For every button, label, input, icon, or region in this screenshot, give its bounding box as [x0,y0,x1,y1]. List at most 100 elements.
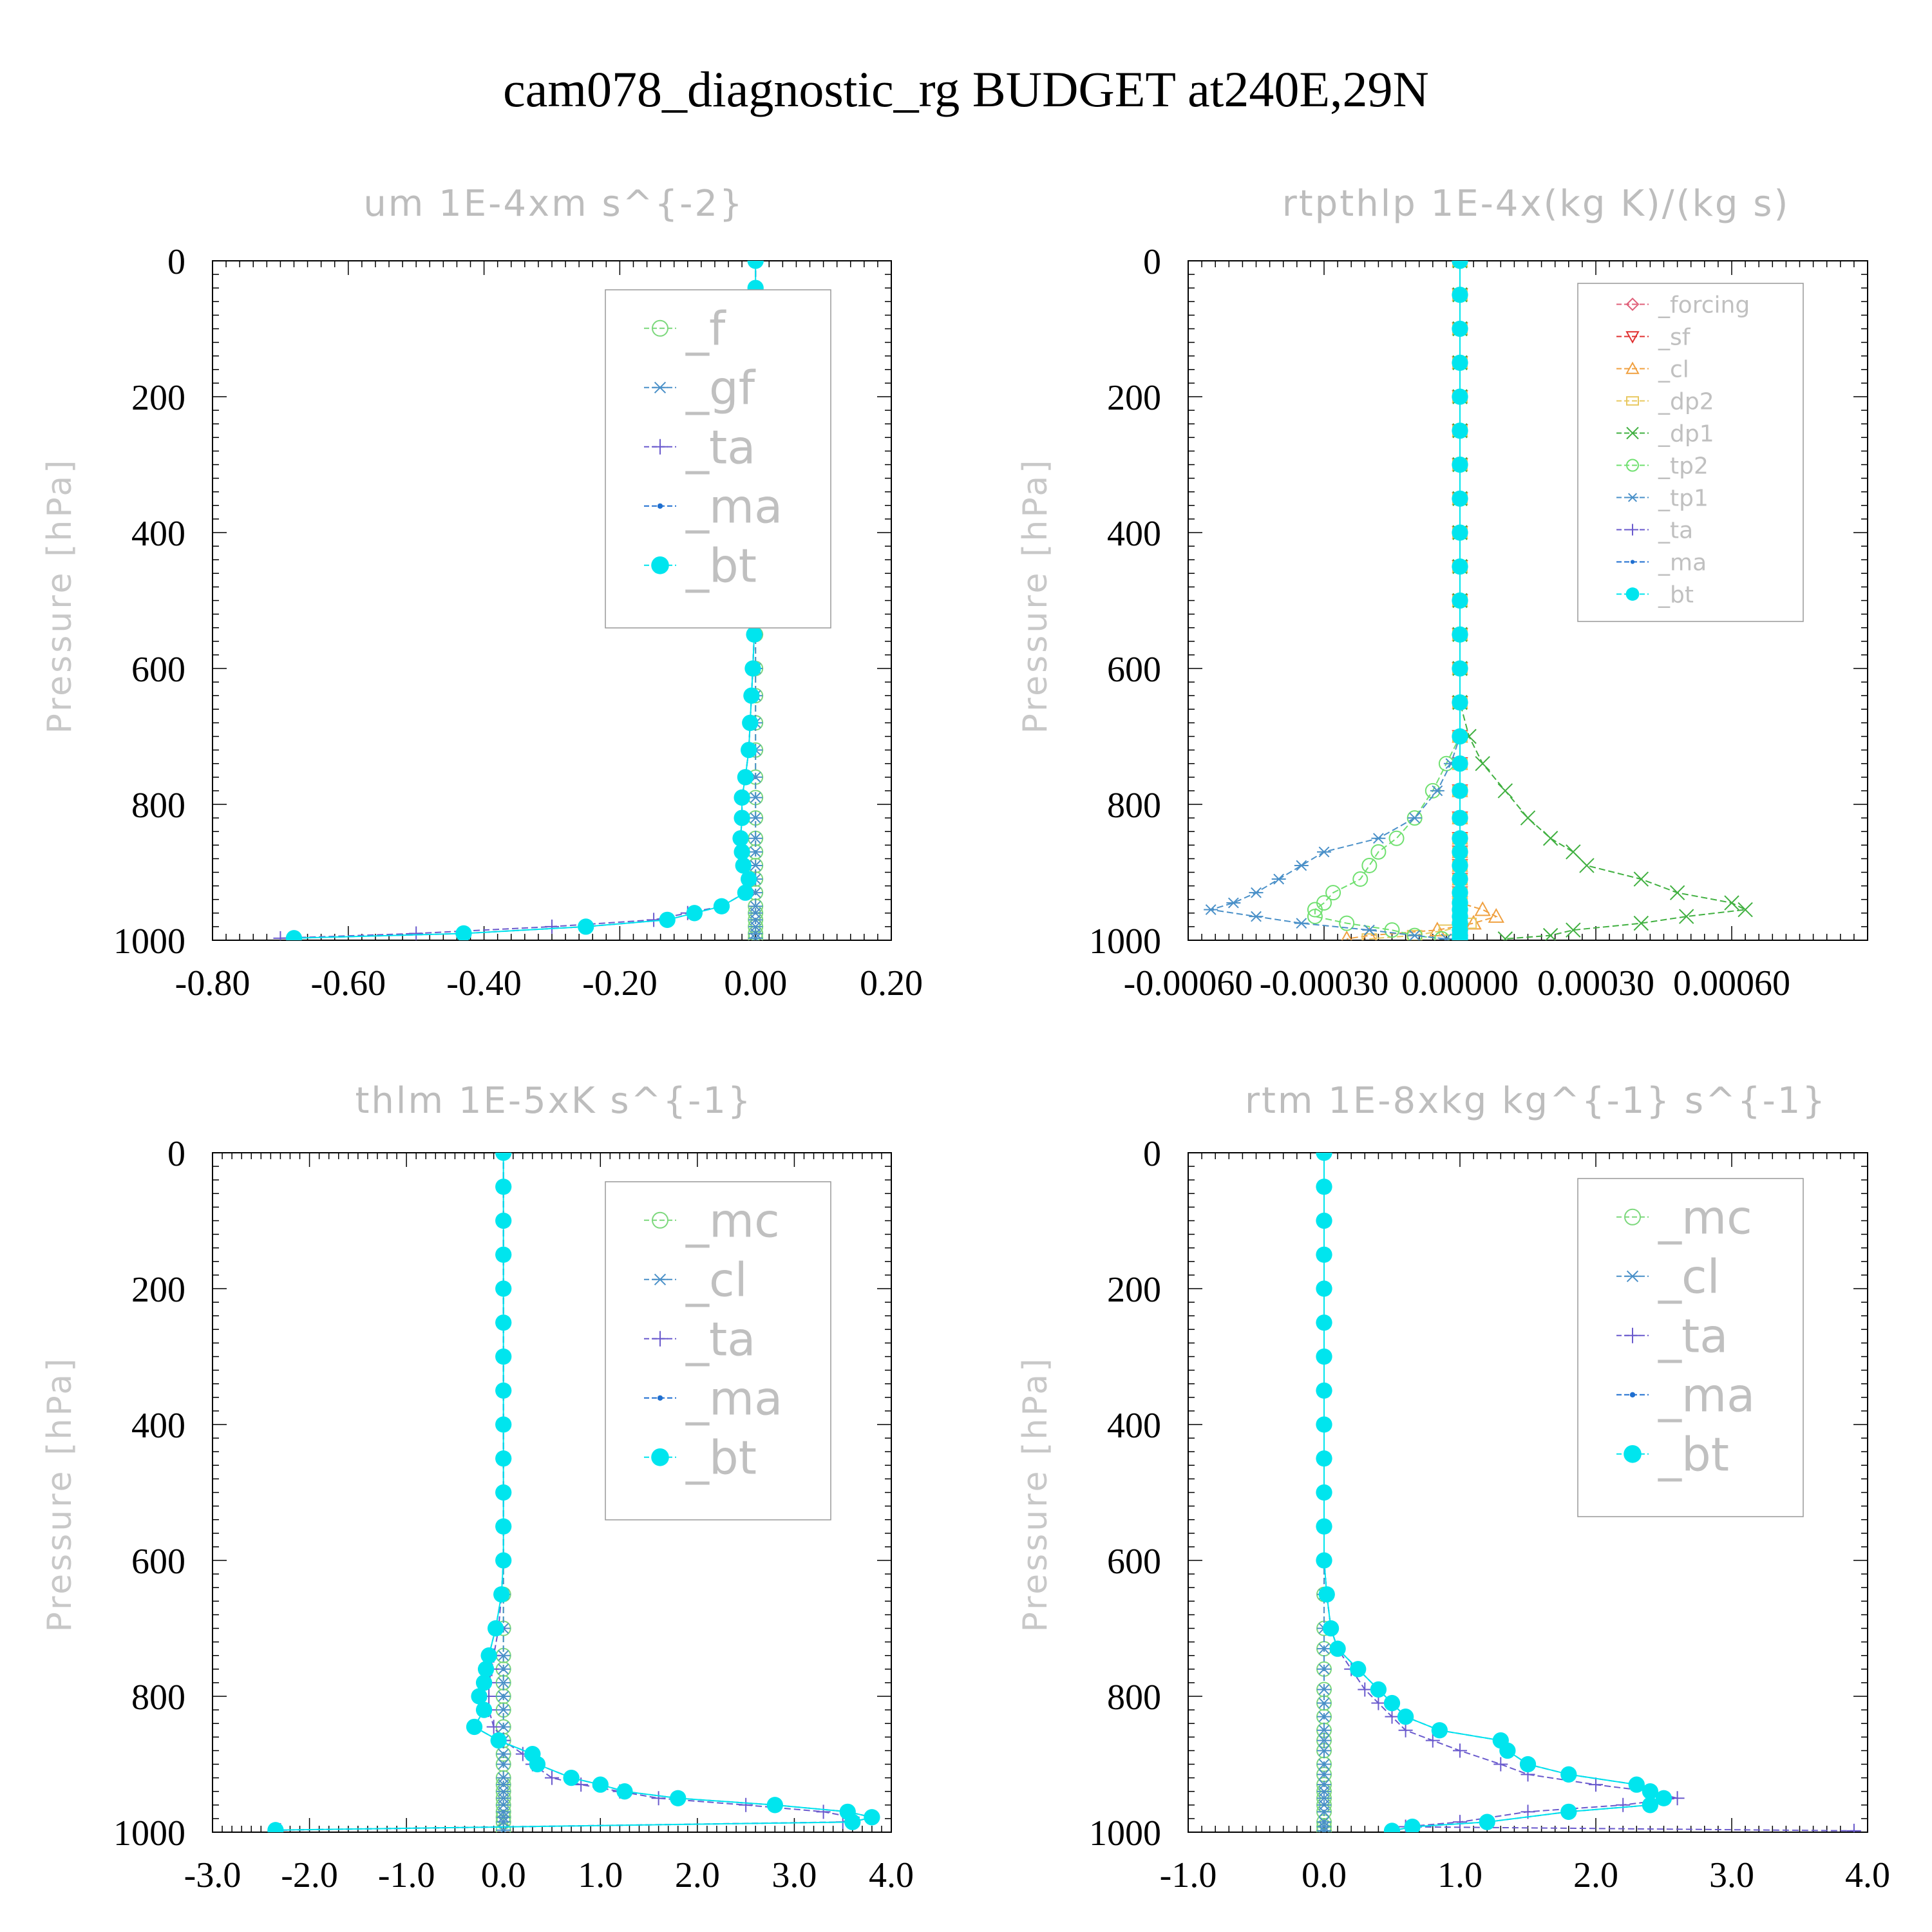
series-point [1316,1450,1332,1467]
series-point [1317,1711,1331,1723]
legend-marker [1625,331,1640,344]
series-point [1616,1797,1631,1812]
series-point [651,1791,666,1806]
series-point [1452,388,1468,405]
series-point [1317,1663,1331,1675]
series-point [495,1179,512,1195]
series-point [1358,1682,1372,1697]
series-point [495,1450,512,1467]
series-point [734,844,750,860]
series-point [592,1776,609,1793]
series-point [1520,810,1536,826]
series-point [1383,1694,1401,1712]
series-point [1738,902,1753,918]
series-line [1347,261,1499,940]
legend-marker [1624,1208,1641,1226]
panel-rtpthlp-ylabel: Pressure [hPa] [1016,458,1055,734]
x-tick-label: 2.0 [675,1855,720,1895]
series-point [1397,1709,1414,1725]
series-point [741,871,757,887]
legend-label: _mc [685,1194,780,1248]
series-point [1317,1759,1331,1770]
series-point [1452,626,1468,643]
legend-marker [1625,1327,1640,1343]
series-point [1316,1552,1332,1569]
y-tick-label: 1000 [113,922,185,961]
series-point [1633,871,1649,887]
x-tick-label: 4.0 [1845,1855,1890,1895]
x-tick-label: 3.0 [772,1855,817,1895]
x-tick-label: 0.20 [860,963,923,1003]
series-point [1452,524,1468,541]
series-point [1317,1643,1331,1654]
y-tick-label: 600 [131,1542,185,1582]
series-point [475,1701,493,1718]
series-point [713,898,730,914]
series-point [1316,1382,1332,1399]
legend-label: _cl [1658,1250,1720,1304]
series-point [495,1518,512,1535]
series-point [1439,933,1454,940]
legend-marker [1629,1392,1636,1397]
series-point [1404,1818,1421,1832]
series-point [1341,930,1352,940]
series-point [1361,857,1378,873]
legend: _f_gf _ta_ma_bt [605,289,831,629]
panel-thlm-ylabel: Pressure [hPa] [41,1356,79,1633]
series-point [1388,830,1405,846]
series-point [1628,1776,1645,1793]
series-point [1316,1153,1332,1161]
series-point [496,1806,511,1817]
x-tick-label: 0.00000 [1401,963,1519,1003]
panel-rtm-ylabel: Pressure [hPa] [1016,1356,1055,1633]
legend-label: _gf [685,361,756,415]
series-point [1465,914,1482,930]
series-point [1316,1179,1332,1195]
legend-label: _ma [685,480,782,534]
series-point [735,857,752,874]
legend-box [605,289,831,629]
series-point [1560,1803,1577,1821]
series-point [1317,1806,1331,1817]
legend-label: _tp1 [1658,485,1709,511]
series-point [477,1661,495,1678]
y-tick-label: 600 [1107,1542,1161,1582]
series-point [455,925,472,940]
series-point [747,261,764,269]
series-point [1371,833,1386,844]
legend-marker [652,1211,668,1229]
x-tick-label: -0.60 [310,963,386,1003]
series-point [1452,694,1468,711]
x-tick-label: -1.0 [1160,1855,1217,1895]
series-point [495,1382,512,1399]
series-point [495,1153,512,1161]
series-point [1669,885,1685,900]
series-point [495,1212,512,1229]
series-point [1452,844,1468,860]
series-point [578,918,594,935]
series-point [864,1809,880,1826]
series-point [1452,490,1468,507]
series-point [1633,915,1649,931]
series-point [1317,1735,1331,1746]
y-tick-label: 800 [1107,786,1161,826]
series-point [496,1690,511,1702]
series-point [1271,873,1286,885]
y-tick-label: 0 [167,1134,185,1174]
series-point [475,1674,493,1691]
series-point [1566,844,1581,860]
series-point [1431,1722,1448,1739]
series-point [1407,930,1422,940]
series-point [495,1314,512,1331]
x-tick-label: -2.0 [281,1855,338,1895]
series-point [1453,1815,1467,1830]
x-tick-label: 4.0 [869,1855,914,1895]
series-point [748,846,763,858]
x-tick-label: 0.00 [724,963,787,1003]
series-point [1479,1814,1495,1830]
x-tick-label: 0.0 [481,1855,526,1895]
legend-marker [1625,587,1640,601]
y-tick-label: 1000 [113,1814,185,1853]
series-point [1430,785,1444,797]
series-point [1370,1681,1387,1698]
